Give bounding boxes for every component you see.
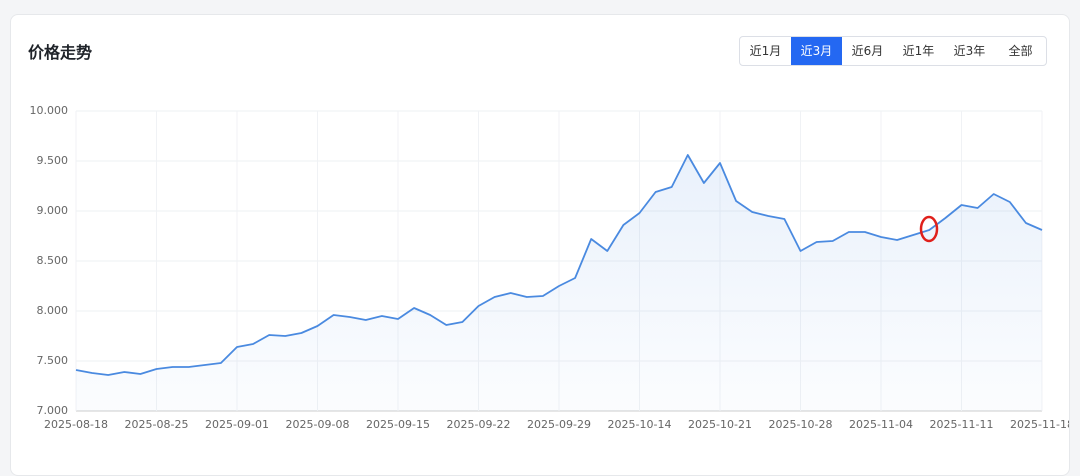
price-line xyxy=(75,154,1043,376)
y-tick-label: 9.000 xyxy=(37,204,69,217)
x-tick-label: 2025-08-25 xyxy=(125,418,189,431)
y-tick-label: 9.500 xyxy=(37,154,69,167)
x-tick-label: 2025-10-28 xyxy=(769,418,833,431)
x-tick-label: 2025-11-11 xyxy=(930,418,994,431)
range-button[interactable]: 近1月 xyxy=(749,44,782,58)
x-tick-label: 2025-09-15 xyxy=(366,418,430,431)
y-tick-label: 8.500 xyxy=(37,254,69,267)
x-tick-label: 2025-09-01 xyxy=(205,418,269,431)
x-tick-label: 2025-08-18 xyxy=(44,418,108,431)
plot xyxy=(75,154,1043,411)
range-selector: 近1月 近3月 近6月 近1年 近3年 全部 xyxy=(739,36,1047,66)
highlight-circle xyxy=(919,215,939,243)
range-button[interactable]: 近6月 xyxy=(851,44,884,58)
area-fill xyxy=(76,155,1042,411)
y-tick-label: 7.000 xyxy=(37,404,69,417)
price-card: 价格走势 近1月 近3月 近6月 近1年 近3年 全部 7.000 7.500 8.000 8.… xyxy=(10,14,1070,476)
range-button[interactable]: 全部 xyxy=(1008,44,1033,58)
grid: 7.000 7.500 8.000 8.500 9.000 9.500 10.000 2025… xyxy=(30,104,1070,431)
y-tick-label: 7.500 xyxy=(37,354,69,367)
range-button[interactable]: 近3月 xyxy=(791,37,842,65)
x-tick-label: 2025-10-21 xyxy=(688,418,752,431)
x-tick-label: 2025-11-18 xyxy=(1010,418,1069,431)
y-tick-label: 8.000 xyxy=(37,304,69,317)
x-tick-label: 2025-11-04 xyxy=(849,418,913,431)
x-tick-label: 2025-09-08 xyxy=(286,418,350,431)
x-tick-label: 2025-09-29 xyxy=(527,418,591,431)
y-tick-label: 10.000 xyxy=(30,104,69,117)
x-tick-label: 2025-10-14 xyxy=(608,418,672,431)
card-title: 价格走势 xyxy=(28,43,93,62)
chart: 7.000 7.500 8.000 8.500 9.000 9.500 10.000 2025… xyxy=(30,104,1070,431)
x-tick-label: 2025-09-22 xyxy=(447,418,511,431)
range-button[interactable]: 近1年 xyxy=(902,44,935,58)
range-button[interactable]: 近3年 xyxy=(953,44,986,58)
